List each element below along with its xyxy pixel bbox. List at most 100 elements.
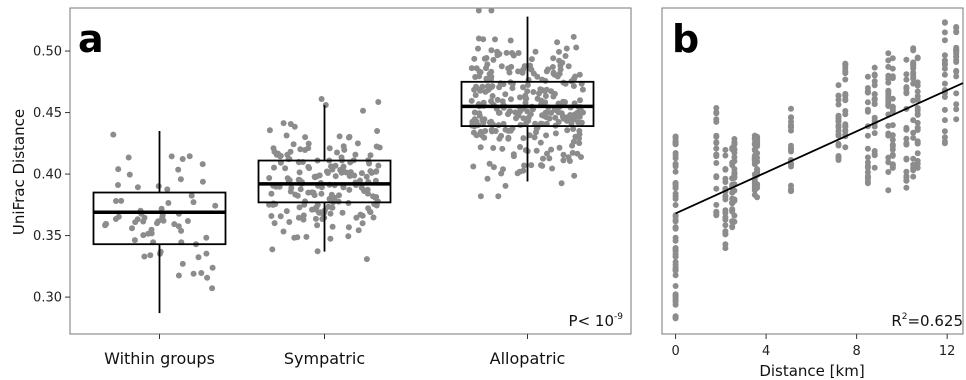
data-point (499, 98, 506, 105)
data-point (551, 71, 558, 78)
data-point (953, 68, 960, 75)
data-point (336, 133, 343, 140)
data-point (305, 140, 312, 147)
data-point (731, 196, 738, 203)
data-point (672, 202, 679, 208)
data-point (713, 201, 720, 208)
data-point (871, 114, 878, 121)
data-point (486, 71, 493, 77)
data-point (788, 114, 794, 121)
data-point (525, 117, 532, 124)
data-point (842, 97, 849, 104)
data-point (266, 127, 273, 134)
data-point (842, 111, 849, 118)
data-point (359, 212, 366, 219)
x-tick-label: 0 (671, 344, 679, 359)
data-point (672, 138, 679, 145)
data-point (477, 144, 484, 151)
data-point (731, 154, 738, 161)
data-point (531, 134, 538, 141)
data-point (480, 119, 487, 126)
data-point (729, 207, 736, 214)
data-point (546, 155, 553, 162)
data-point (311, 173, 318, 180)
data-point (339, 209, 346, 216)
data-point (885, 154, 892, 161)
data-point (788, 123, 794, 130)
data-point (303, 233, 310, 240)
data-point (305, 189, 312, 196)
data-point (672, 168, 679, 175)
data-point (488, 76, 494, 83)
data-point (520, 84, 526, 91)
data-point (713, 151, 720, 158)
data-point (345, 233, 352, 240)
data-point (515, 50, 522, 56)
data-point (565, 114, 572, 120)
data-point (941, 19, 948, 26)
data-point (672, 163, 679, 170)
data-point (528, 162, 535, 169)
data-point (713, 174, 720, 181)
data-point (569, 149, 576, 156)
data-point (576, 135, 582, 142)
data-point (131, 237, 138, 244)
data-point (914, 105, 921, 111)
data-point (186, 153, 193, 160)
data-point (672, 224, 679, 231)
data-point (910, 61, 917, 68)
data-point (579, 86, 586, 93)
data-point (537, 139, 544, 146)
panel-b-frame (661, 7, 964, 335)
data-point (471, 109, 478, 116)
data-point (476, 68, 483, 75)
data-point (570, 126, 577, 132)
data-point (508, 96, 514, 103)
data-point (914, 82, 921, 89)
data-point (554, 107, 560, 114)
data-point (556, 57, 563, 64)
data-point (713, 185, 720, 192)
data-point (885, 89, 892, 96)
data-point (910, 97, 917, 104)
data-point (570, 83, 577, 89)
data-point (552, 130, 559, 137)
data-point (483, 65, 489, 72)
data-point (477, 87, 483, 94)
data-point (731, 171, 738, 178)
data-point (914, 140, 921, 147)
data-point (788, 105, 794, 112)
data-point (554, 39, 561, 46)
data-point (835, 115, 842, 122)
data-point (543, 132, 550, 139)
data-point (672, 133, 679, 140)
data-point (864, 99, 871, 106)
panel-a-boxes (92, 16, 595, 314)
data-point (713, 118, 720, 125)
data-point (835, 101, 842, 108)
data-point (314, 222, 321, 229)
data-point (296, 204, 303, 211)
data-point (115, 166, 122, 173)
data-point (914, 119, 921, 126)
data-point (527, 62, 534, 69)
data-point (373, 143, 380, 150)
data-point (941, 65, 948, 72)
data-point (871, 72, 878, 78)
data-point (953, 101, 960, 108)
data-point (199, 161, 206, 168)
data-point (672, 234, 679, 241)
data-point (722, 146, 729, 153)
panel-a-points (102, 7, 586, 292)
data-point (179, 156, 186, 162)
data-point (551, 90, 558, 97)
p-value-exponent: -9 (614, 312, 623, 322)
panel-a-y-axis: 0.30 0.35 0.40 0.45 0.50 (33, 45, 70, 306)
data-point (548, 146, 555, 153)
data-point (885, 99, 892, 106)
data-point (499, 145, 506, 152)
data-point (329, 166, 336, 173)
data-point (842, 92, 849, 99)
data-point (578, 119, 585, 126)
